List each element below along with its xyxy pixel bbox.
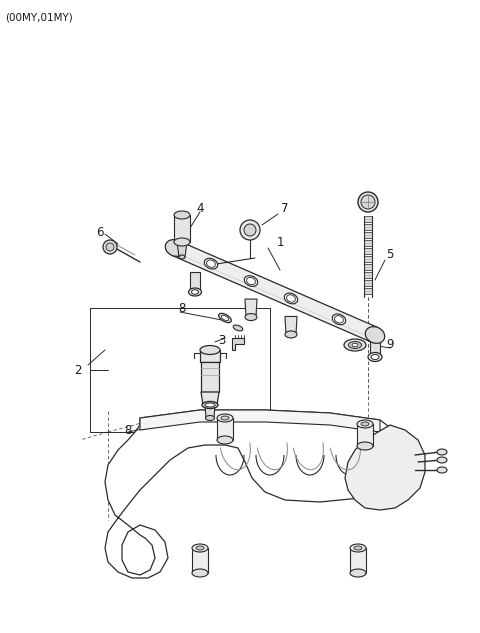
Ellipse shape	[217, 414, 233, 422]
Ellipse shape	[285, 331, 297, 338]
Circle shape	[103, 240, 117, 254]
Polygon shape	[364, 216, 372, 222]
Ellipse shape	[437, 457, 447, 463]
Ellipse shape	[245, 313, 257, 320]
Circle shape	[361, 195, 375, 209]
Ellipse shape	[348, 341, 361, 349]
Ellipse shape	[196, 546, 204, 550]
Ellipse shape	[205, 403, 215, 407]
Ellipse shape	[219, 313, 231, 323]
Polygon shape	[192, 548, 208, 573]
Polygon shape	[370, 335, 380, 355]
Ellipse shape	[350, 569, 366, 577]
Polygon shape	[201, 362, 219, 392]
Ellipse shape	[437, 449, 447, 455]
Polygon shape	[285, 316, 297, 334]
Ellipse shape	[204, 258, 218, 269]
Polygon shape	[364, 288, 372, 294]
Ellipse shape	[437, 467, 447, 473]
Ellipse shape	[205, 415, 215, 420]
Ellipse shape	[287, 295, 295, 302]
Polygon shape	[345, 425, 425, 510]
Ellipse shape	[368, 353, 382, 361]
Polygon shape	[201, 392, 219, 405]
Ellipse shape	[192, 569, 208, 577]
Text: 2: 2	[74, 363, 82, 377]
Ellipse shape	[284, 293, 298, 304]
Ellipse shape	[192, 290, 199, 294]
Ellipse shape	[221, 315, 228, 321]
Ellipse shape	[247, 277, 255, 285]
Polygon shape	[232, 338, 244, 350]
Polygon shape	[172, 241, 378, 342]
Polygon shape	[364, 272, 372, 278]
Polygon shape	[140, 410, 380, 432]
Text: 7: 7	[281, 201, 289, 215]
Ellipse shape	[165, 240, 185, 256]
Polygon shape	[190, 272, 200, 290]
Circle shape	[240, 220, 260, 240]
Polygon shape	[364, 240, 372, 246]
Polygon shape	[217, 418, 233, 440]
Text: (00MY,01MY): (00MY,01MY)	[5, 12, 73, 22]
Ellipse shape	[335, 316, 343, 323]
Ellipse shape	[365, 327, 384, 343]
Text: 8: 8	[124, 423, 132, 437]
Ellipse shape	[207, 260, 216, 267]
Polygon shape	[174, 215, 190, 242]
Text: 6: 6	[96, 225, 104, 239]
Ellipse shape	[357, 442, 373, 450]
Polygon shape	[177, 242, 187, 257]
Circle shape	[358, 192, 378, 212]
Polygon shape	[205, 405, 215, 418]
Text: 3: 3	[218, 334, 226, 346]
Ellipse shape	[217, 436, 233, 444]
Polygon shape	[364, 280, 372, 286]
Ellipse shape	[352, 343, 358, 347]
Polygon shape	[364, 232, 372, 238]
Ellipse shape	[189, 288, 202, 296]
Polygon shape	[364, 264, 372, 270]
Polygon shape	[364, 256, 372, 262]
Ellipse shape	[244, 276, 258, 286]
Circle shape	[244, 224, 256, 236]
Ellipse shape	[361, 422, 369, 426]
Ellipse shape	[357, 420, 373, 428]
Ellipse shape	[332, 314, 346, 325]
Ellipse shape	[233, 325, 243, 331]
Polygon shape	[364, 224, 372, 230]
Ellipse shape	[174, 211, 190, 219]
Text: 9: 9	[386, 339, 394, 351]
Circle shape	[106, 243, 114, 251]
Polygon shape	[105, 410, 400, 578]
Polygon shape	[350, 548, 366, 573]
Text: 8: 8	[178, 301, 186, 315]
Text: 4: 4	[196, 201, 204, 215]
Ellipse shape	[202, 401, 218, 408]
Polygon shape	[357, 424, 373, 446]
Ellipse shape	[174, 238, 190, 246]
Ellipse shape	[354, 546, 362, 550]
Text: 5: 5	[386, 249, 394, 261]
Polygon shape	[200, 350, 220, 362]
Ellipse shape	[221, 416, 229, 420]
Ellipse shape	[200, 346, 220, 354]
Ellipse shape	[371, 354, 379, 360]
Text: 1: 1	[276, 235, 284, 249]
Polygon shape	[364, 248, 372, 254]
Ellipse shape	[179, 255, 185, 259]
Polygon shape	[245, 299, 257, 317]
Ellipse shape	[192, 544, 208, 552]
Ellipse shape	[350, 544, 366, 552]
Ellipse shape	[344, 339, 366, 351]
